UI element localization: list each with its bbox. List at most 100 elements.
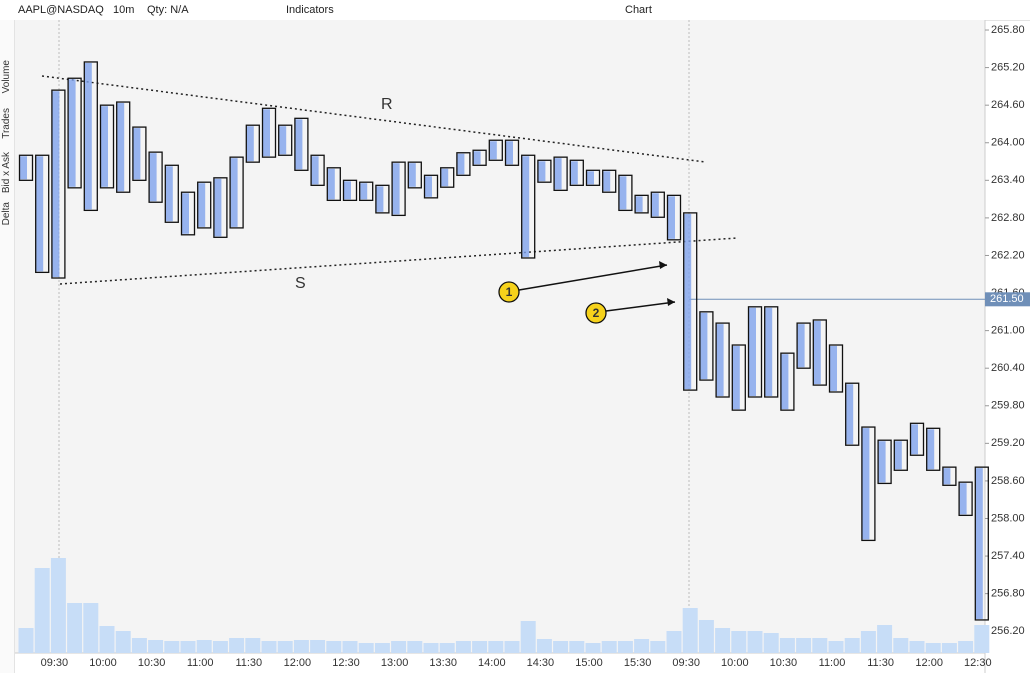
x-tick-label: 12:30 bbox=[332, 657, 360, 669]
panel-tab[interactable]: Bid x Ask bbox=[1, 152, 12, 194]
cluster-box bbox=[553, 156, 568, 191]
x-tick-label: 13:30 bbox=[429, 657, 457, 669]
volume-bar bbox=[520, 621, 536, 653]
cluster-box bbox=[747, 306, 763, 398]
cluster-box bbox=[796, 322, 811, 369]
y-tick-label: 261.00 bbox=[991, 325, 1025, 337]
volume-bar bbox=[472, 641, 488, 653]
cluster-box bbox=[148, 151, 163, 203]
cluster-box bbox=[407, 161, 422, 189]
profile bbox=[230, 158, 238, 227]
arrow-head bbox=[667, 298, 675, 306]
cluster-box bbox=[83, 61, 98, 212]
marker-label: 2 bbox=[593, 306, 600, 320]
volume-bar bbox=[715, 628, 731, 653]
panel-tab[interactable]: Volume bbox=[1, 60, 12, 94]
plot-bg bbox=[15, 20, 985, 653]
cluster-box bbox=[310, 154, 325, 186]
profile bbox=[862, 428, 870, 540]
profile bbox=[894, 441, 902, 470]
volume-bar bbox=[115, 631, 131, 653]
profile bbox=[975, 468, 983, 619]
volume-bar bbox=[958, 641, 974, 653]
y-tick-label: 265.20 bbox=[991, 62, 1025, 74]
cluster-box bbox=[666, 194, 682, 241]
cluster-box bbox=[180, 191, 196, 236]
profile bbox=[943, 468, 951, 485]
profile bbox=[700, 312, 708, 380]
marker bbox=[585, 302, 607, 324]
x-tick-label: 11:00 bbox=[187, 657, 214, 669]
volume-bar bbox=[601, 641, 617, 653]
volume-bar bbox=[666, 631, 682, 653]
symbol[interactable]: AAPL@NASDAQ bbox=[18, 4, 104, 16]
profile bbox=[749, 307, 756, 396]
profile bbox=[765, 307, 773, 396]
x-tick-label: 15:00 bbox=[575, 657, 603, 669]
x-tick-label: 12:00 bbox=[915, 657, 943, 669]
profile bbox=[959, 483, 967, 515]
volume-bar bbox=[569, 641, 585, 653]
profile bbox=[165, 166, 173, 222]
cluster-box bbox=[423, 174, 439, 199]
indicators[interactable]: Indicators bbox=[286, 4, 334, 16]
profile bbox=[457, 153, 465, 175]
profile bbox=[570, 161, 578, 185]
volume-bar bbox=[860, 631, 876, 653]
chart-title: Chart bbox=[625, 4, 652, 16]
volume-bar bbox=[909, 641, 925, 653]
cluster-box bbox=[326, 167, 341, 202]
profile bbox=[538, 161, 546, 182]
price-tag-label: 261.50 bbox=[990, 293, 1024, 305]
cluster-box bbox=[213, 177, 228, 238]
profile bbox=[797, 324, 805, 368]
x-tick-label: 14:00 bbox=[478, 657, 506, 669]
qty[interactable]: Qty: N/A bbox=[147, 4, 189, 16]
y-tick-label: 262.20 bbox=[991, 249, 1025, 261]
cluster-box bbox=[521, 154, 536, 259]
cluster-box bbox=[278, 124, 293, 156]
cluster-box bbox=[974, 466, 989, 621]
support-line bbox=[59, 237, 738, 285]
x-tick-label: 10:30 bbox=[138, 657, 166, 669]
cluster-box bbox=[472, 149, 487, 166]
volume-bar bbox=[455, 641, 471, 653]
y-tick-label: 260.40 bbox=[991, 362, 1025, 374]
volume-bar bbox=[650, 641, 666, 653]
profile bbox=[716, 324, 724, 396]
timeframe[interactable]: 10m bbox=[113, 4, 135, 16]
cluster-box bbox=[877, 439, 892, 485]
cluster-box bbox=[537, 159, 552, 183]
profile bbox=[376, 186, 384, 212]
cluster-box bbox=[650, 191, 665, 218]
cluster-box bbox=[375, 184, 390, 214]
profile bbox=[603, 171, 611, 192]
panel-tab[interactable]: Trades bbox=[1, 108, 12, 139]
x-tick-label: 14:30 bbox=[527, 657, 555, 669]
volume-bar bbox=[779, 638, 795, 653]
volume-bar bbox=[180, 641, 196, 653]
cluster-box bbox=[731, 344, 746, 411]
x-tick-label: 12:00 bbox=[284, 657, 312, 669]
volume-bar bbox=[34, 568, 50, 653]
profile bbox=[635, 196, 643, 212]
y-tick-label: 256.20 bbox=[991, 625, 1025, 637]
volume-bar bbox=[374, 643, 390, 653]
cluster-box bbox=[359, 181, 374, 202]
volume-bar bbox=[844, 638, 860, 653]
cluster-box bbox=[164, 164, 179, 223]
cluster-box bbox=[35, 154, 50, 274]
panel-tab[interactable]: Delta bbox=[1, 202, 12, 226]
cluster-box bbox=[893, 439, 908, 471]
cluster-box bbox=[958, 481, 973, 517]
volume-bar bbox=[585, 643, 601, 653]
volume-bar bbox=[617, 641, 633, 653]
y-tick-label: 265.80 bbox=[991, 24, 1025, 36]
cluster-box bbox=[116, 101, 131, 193]
profile bbox=[489, 141, 497, 160]
profile bbox=[279, 126, 287, 155]
volume-bar bbox=[148, 640, 164, 653]
volume-bar bbox=[358, 643, 374, 653]
volume-bar bbox=[763, 633, 779, 653]
